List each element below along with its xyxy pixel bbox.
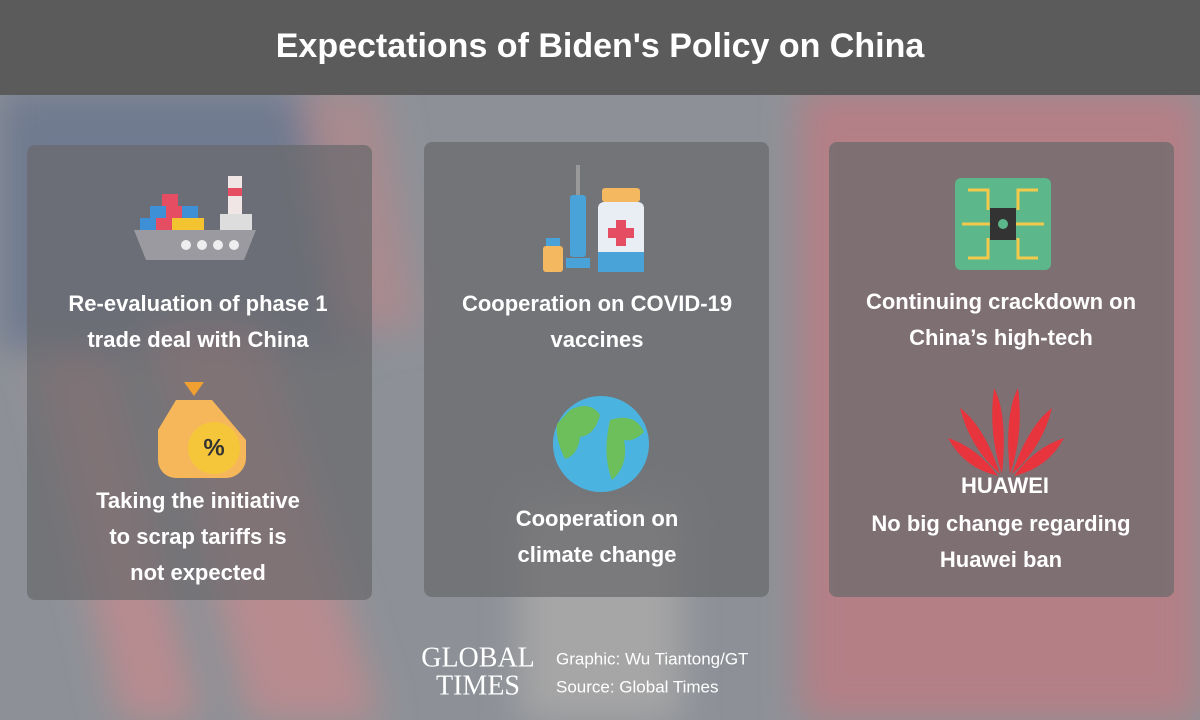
vaccine-icon (543, 165, 644, 272)
ship-icon (134, 176, 256, 260)
item-label: Cooperation on COVID-19 (462, 291, 732, 316)
credit: Graphic: Wu Tiantong/GT (556, 649, 748, 668)
card (424, 142, 769, 597)
title: Expectations of Biden's Policy on China (276, 27, 926, 65)
brand: TIMES (436, 670, 520, 701)
svg-text:%: % (203, 434, 224, 461)
item-label: No big change regarding (871, 511, 1130, 536)
header-bar (0, 0, 1200, 95)
item-label: Huawei ban (940, 547, 1062, 572)
item-label: Cooperation on (516, 506, 679, 531)
chip-icon (955, 178, 1051, 270)
huawei-logo (948, 388, 1064, 476)
item-label: trade deal with China (87, 327, 309, 352)
item-label: not expected (130, 560, 266, 585)
item-label: vaccines (551, 327, 644, 352)
card (829, 142, 1174, 597)
item-label: climate change (518, 542, 677, 567)
item-label: China’s high-tech (909, 325, 1093, 350)
huawei-logo-text: HUAWEI (961, 473, 1049, 498)
globe-icon (553, 396, 649, 492)
brand: GLOBAL (421, 642, 535, 673)
item-label: Taking the initiative (96, 488, 300, 513)
card (27, 145, 372, 600)
item-label: Continuing crackdown on (866, 289, 1136, 314)
tariff-icon: % (158, 382, 246, 478)
item-label: to scrap tariffs is (109, 524, 286, 549)
credit: Source: Global Times (556, 677, 719, 696)
item-label: Re-evaluation of phase 1 (68, 291, 327, 316)
